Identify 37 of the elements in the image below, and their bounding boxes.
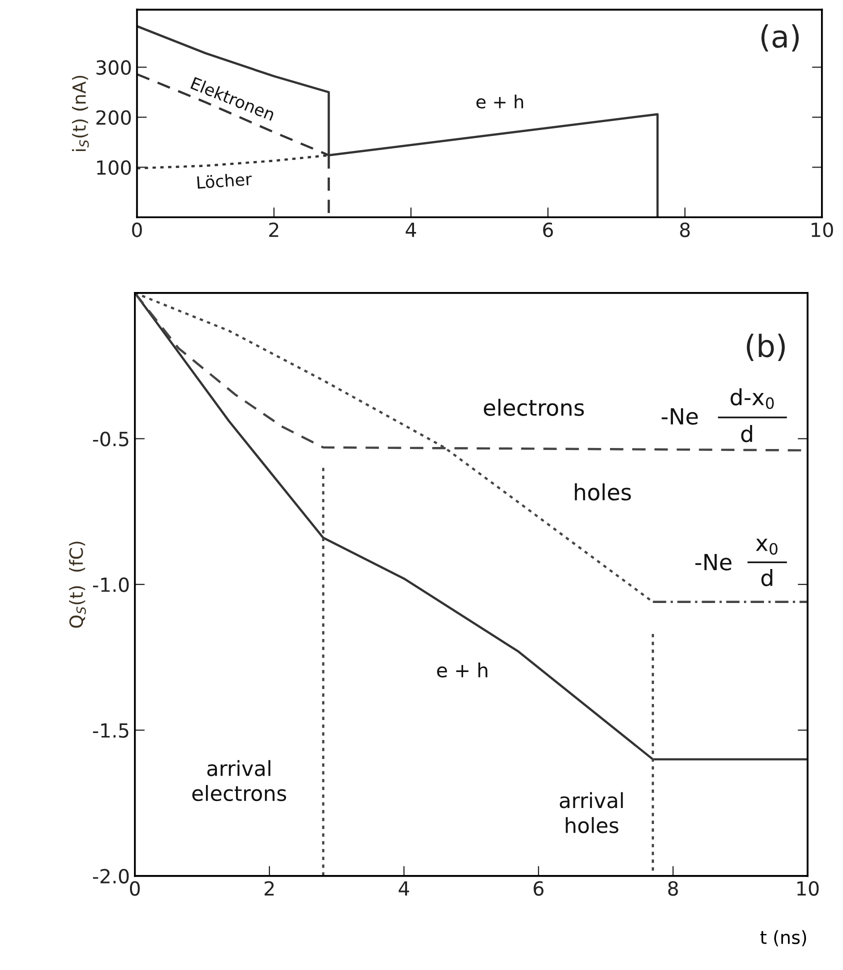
x-tick-label: 2 <box>264 881 274 896</box>
x-tick-label: 4 <box>406 222 416 237</box>
text: (b) <box>746 334 785 361</box>
annotation: x$_{0}$ <box>756 538 778 555</box>
x-tick-label: 6 <box>534 881 544 896</box>
annotation: Löcher <box>197 172 252 189</box>
x-tick-label: 8 <box>668 881 678 896</box>
annotation: -Ne <box>662 408 698 425</box>
annotation: holes <box>574 483 631 501</box>
annotation: d-x$_{0}$ <box>730 388 774 410</box>
y-tick-label: -2.0 <box>93 868 129 884</box>
annotation: -Ne <box>695 554 732 570</box>
x-tick-label: 2 <box>269 222 278 237</box>
y-tick-label: -1.5 <box>93 723 128 738</box>
x-tick-label: 10 <box>812 222 834 238</box>
y-tick-label: 200 <box>96 110 131 125</box>
annotation: arrival electrons <box>192 760 286 802</box>
chart-title: (a) <box>761 24 799 52</box>
x-tick-label: 10 <box>797 881 819 896</box>
y-tick-label: 100 <box>97 160 131 175</box>
x-tick-label: 6 <box>543 222 553 238</box>
annotation: arrival holes <box>560 792 623 834</box>
annotation: e + h <box>437 662 488 678</box>
y-axis-title: Q$_{S}$(t) (fC) <box>69 542 86 628</box>
annotation: d <box>761 569 772 586</box>
annotation: e + h <box>476 94 524 109</box>
annotation: d <box>741 425 752 442</box>
x-tick-label: 4 <box>398 881 410 896</box>
x-axis-title: t (ns) <box>760 930 806 946</box>
y-tick-label: 300 <box>96 60 131 75</box>
annotation: electrons <box>484 398 584 416</box>
y-tick-label: -0.5 <box>93 432 128 446</box>
x-tick-label: 0 <box>130 881 140 896</box>
x-tick-label: 0 <box>132 222 142 238</box>
y-tick-label: -1.0 <box>93 577 129 592</box>
y-axis-title: i$_{S}$(t) (nA) <box>72 76 89 152</box>
x-tick-label: 8 <box>680 222 690 238</box>
